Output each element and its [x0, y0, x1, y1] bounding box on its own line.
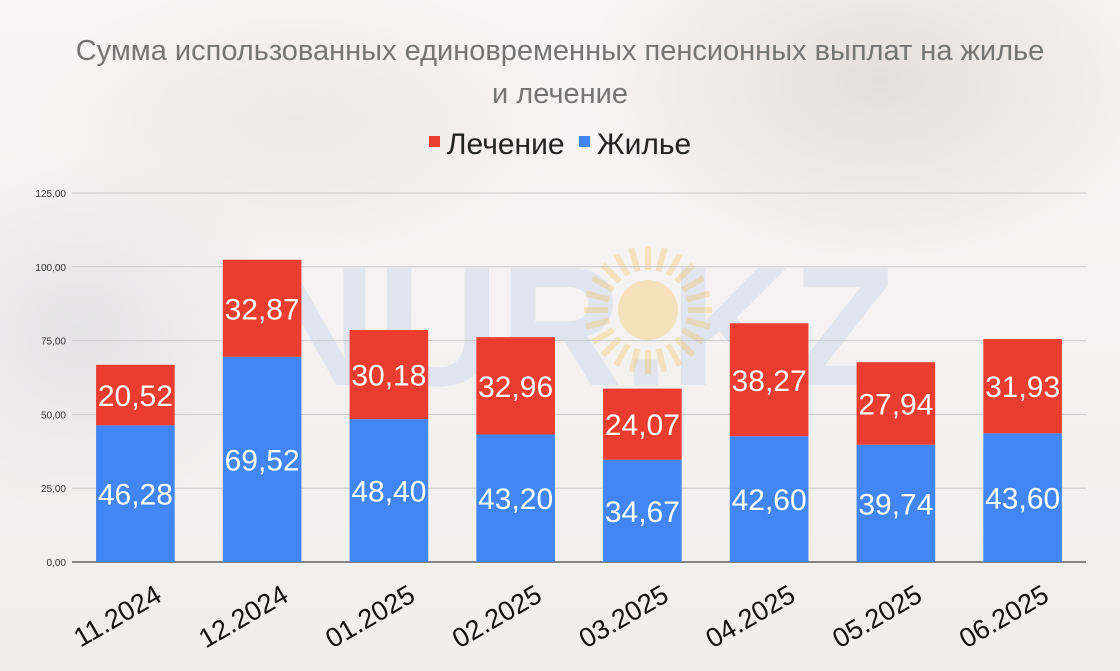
chart-title-line-1: Сумма использованных единовременных пенс…	[75, 35, 1045, 67]
data-label-housing: 69,52	[225, 444, 300, 477]
data-label-treatment: 38,27	[732, 365, 807, 398]
sun-ray	[628, 347, 641, 373]
sun-ray	[685, 290, 711, 303]
y-tick-label: 50,00	[41, 410, 66, 421]
y-tick-label: 100,00	[35, 263, 66, 274]
bar-housing	[729, 436, 809, 562]
data-label-treatment: 20,52	[98, 380, 173, 413]
sun-ray	[665, 253, 683, 277]
x-tick-label: 05.2025	[827, 579, 927, 654]
bar-housing	[603, 459, 682, 562]
y-tick-label: 0,00	[47, 558, 67, 569]
bar-housing	[856, 444, 936, 562]
chart-title: Сумма использованных единовременных пенс…	[0, 30, 1120, 116]
sun-ray	[600, 336, 622, 358]
bar-housing	[476, 434, 555, 562]
sun-ray	[613, 253, 631, 277]
sun-ray	[655, 247, 668, 273]
data-label-treatment: 31,93	[985, 371, 1060, 404]
bar-treatment	[349, 330, 429, 420]
data-label-housing: 34,67	[605, 496, 680, 529]
sun-core	[618, 280, 678, 340]
sun-ray	[655, 347, 668, 373]
bar-treatment	[222, 259, 302, 357]
legend-item-housing: Жилье	[578, 128, 692, 162]
watermark-sun-icon	[584, 246, 712, 374]
x-tick-label: 04.2025	[701, 579, 801, 654]
bar-housing	[222, 356, 302, 562]
sun-ray	[674, 336, 696, 358]
data-label-housing: 39,74	[858, 488, 933, 521]
x-tick-label: 06.2025	[954, 579, 1054, 654]
bar-treatment	[96, 364, 175, 426]
sun-ray	[665, 343, 683, 367]
x-tick-label: 02.2025	[447, 579, 547, 654]
data-label-housing: 42,60	[732, 484, 807, 517]
bar-treatment	[983, 339, 1062, 434]
sun-ray	[685, 317, 711, 330]
x-tick-label: 01.2025	[320, 579, 420, 654]
bar-treatment	[476, 337, 555, 435]
x-tick-label: 11.2024	[69, 579, 167, 653]
data-label-housing: 46,28	[98, 479, 173, 512]
sun-ray	[600, 262, 622, 284]
legend-label-housing: Жилье	[596, 128, 692, 161]
sun-ray	[591, 275, 615, 293]
data-label-housing: 48,40	[351, 476, 426, 509]
data-label-housing: 43,20	[478, 483, 553, 516]
y-tick-label: 75,00	[41, 337, 66, 348]
y-tick-label: 125,00	[35, 189, 66, 200]
data-label-treatment: 32,87	[225, 293, 300, 326]
x-tick-label: 03.2025	[574, 579, 674, 654]
sun-ray	[585, 290, 611, 303]
data-label-treatment: 27,94	[858, 388, 933, 421]
bar-treatment	[729, 323, 809, 437]
sun-ray	[674, 262, 696, 284]
sun-ray	[628, 247, 641, 273]
bar-treatment	[856, 362, 936, 445]
sun-ray	[591, 327, 615, 345]
sun-ray	[681, 275, 705, 293]
legend-swatch-treatment	[428, 136, 440, 147]
sun-ray	[681, 327, 705, 345]
y-tick-label: 25,00	[41, 484, 66, 495]
chart-title-line-2: и лечение	[492, 78, 628, 110]
sun-ray	[585, 317, 611, 330]
data-label-treatment: 30,18	[351, 360, 426, 393]
legend-swatch-housing	[578, 136, 590, 147]
data-label-treatment: 24,07	[605, 409, 680, 442]
chart-legend: Лечение Жилье	[0, 128, 1120, 162]
bar-housing	[349, 419, 429, 562]
legend-item-treatment: Лечение	[428, 128, 565, 162]
sun-ray	[613, 343, 631, 367]
data-label-treatment: 32,96	[478, 371, 553, 404]
x-tick-label: 12.2024	[194, 579, 294, 654]
bar-treatment	[603, 388, 682, 460]
bar-housing	[96, 425, 175, 562]
legend-label-treatment: Лечение	[446, 128, 565, 161]
data-label-housing: 43,60	[985, 483, 1060, 516]
bar-housing	[983, 433, 1062, 562]
